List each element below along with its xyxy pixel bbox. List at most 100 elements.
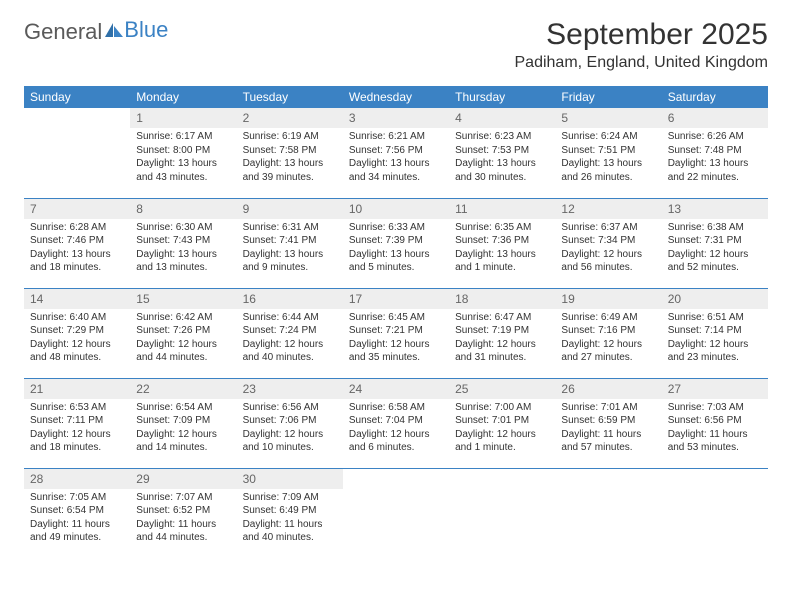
day-number: 21: [24, 379, 130, 399]
day-details: Sunrise: 7:09 AMSunset: 6:49 PMDaylight:…: [243, 491, 337, 545]
day-number: 16: [237, 289, 343, 309]
day-details: Sunrise: 6:26 AMSunset: 7:48 PMDaylight:…: [668, 130, 762, 184]
day-details: Sunrise: 6:40 AMSunset: 7:29 PMDaylight:…: [30, 311, 124, 365]
day-number: 18: [449, 289, 555, 309]
day-number: 17: [343, 289, 449, 309]
day-number: 7: [24, 199, 130, 219]
logo-text-2: Blue: [124, 17, 168, 43]
day-details: Sunrise: 6:28 AMSunset: 7:46 PMDaylight:…: [30, 221, 124, 275]
calendar-cell: 9Sunrise: 6:31 AMSunset: 7:41 PMDaylight…: [237, 198, 343, 288]
day-details: Sunrise: 7:03 AMSunset: 6:56 PMDaylight:…: [668, 401, 762, 455]
weekday-header: Monday: [130, 86, 236, 108]
calendar-cell: 20Sunrise: 6:51 AMSunset: 7:14 PMDayligh…: [662, 288, 768, 378]
calendar-cell: 24Sunrise: 6:58 AMSunset: 7:04 PMDayligh…: [343, 378, 449, 468]
day-details: Sunrise: 6:42 AMSunset: 7:26 PMDaylight:…: [136, 311, 230, 365]
day-number: 15: [130, 289, 236, 309]
calendar-cell: 10Sunrise: 6:33 AMSunset: 7:39 PMDayligh…: [343, 198, 449, 288]
day-number: 1: [130, 108, 236, 128]
day-details: Sunrise: 6:31 AMSunset: 7:41 PMDaylight:…: [243, 221, 337, 275]
day-details: Sunrise: 7:07 AMSunset: 6:52 PMDaylight:…: [136, 491, 230, 545]
logo-text-1: General: [24, 19, 102, 45]
day-details: Sunrise: 6:33 AMSunset: 7:39 PMDaylight:…: [349, 221, 443, 275]
day-number: 20: [662, 289, 768, 309]
calendar-cell: 3Sunrise: 6:21 AMSunset: 7:56 PMDaylight…: [343, 108, 449, 198]
calendar-cell: 4Sunrise: 6:23 AMSunset: 7:53 PMDaylight…: [449, 108, 555, 198]
weekday-header: Saturday: [662, 86, 768, 108]
calendar-cell: 27Sunrise: 7:03 AMSunset: 6:56 PMDayligh…: [662, 378, 768, 468]
calendar-row: 28Sunrise: 7:05 AMSunset: 6:54 PMDayligh…: [24, 468, 768, 558]
calendar-cell: [555, 468, 661, 558]
day-number: 4: [449, 108, 555, 128]
title-block: September 2025 Padiham, England, United …: [515, 18, 769, 72]
calendar-cell: 18Sunrise: 6:47 AMSunset: 7:19 PMDayligh…: [449, 288, 555, 378]
day-details: Sunrise: 6:47 AMSunset: 7:19 PMDaylight:…: [455, 311, 549, 365]
day-number: 22: [130, 379, 236, 399]
weekday-header-row: SundayMondayTuesdayWednesdayThursdayFrid…: [24, 86, 768, 108]
day-number: 6: [662, 108, 768, 128]
day-number: 25: [449, 379, 555, 399]
day-number: 3: [343, 108, 449, 128]
calendar-cell: 22Sunrise: 6:54 AMSunset: 7:09 PMDayligh…: [130, 378, 236, 468]
day-number: 23: [237, 379, 343, 399]
month-title: September 2025: [515, 18, 769, 52]
calendar-row: 7Sunrise: 6:28 AMSunset: 7:46 PMDaylight…: [24, 198, 768, 288]
day-details: Sunrise: 6:24 AMSunset: 7:51 PMDaylight:…: [561, 130, 655, 184]
calendar-table: SundayMondayTuesdayWednesdayThursdayFrid…: [24, 86, 768, 558]
calendar-cell: 29Sunrise: 7:07 AMSunset: 6:52 PMDayligh…: [130, 468, 236, 558]
day-details: Sunrise: 7:05 AMSunset: 6:54 PMDaylight:…: [30, 491, 124, 545]
day-details: Sunrise: 6:21 AMSunset: 7:56 PMDaylight:…: [349, 130, 443, 184]
day-details: Sunrise: 6:44 AMSunset: 7:24 PMDaylight:…: [243, 311, 337, 365]
day-number: 5: [555, 108, 661, 128]
calendar-cell: 11Sunrise: 6:35 AMSunset: 7:36 PMDayligh…: [449, 198, 555, 288]
weekday-header: Thursday: [449, 86, 555, 108]
weekday-header: Sunday: [24, 86, 130, 108]
day-details: Sunrise: 6:37 AMSunset: 7:34 PMDaylight:…: [561, 221, 655, 275]
day-number: 19: [555, 289, 661, 309]
calendar-body: 1Sunrise: 6:17 AMSunset: 8:00 PMDaylight…: [24, 108, 768, 558]
day-number: 8: [130, 199, 236, 219]
day-details: Sunrise: 6:17 AMSunset: 8:00 PMDaylight:…: [136, 130, 230, 184]
day-number: 13: [662, 199, 768, 219]
calendar-cell: 16Sunrise: 6:44 AMSunset: 7:24 PMDayligh…: [237, 288, 343, 378]
weekday-header: Friday: [555, 86, 661, 108]
calendar-cell: [343, 468, 449, 558]
day-number: 30: [237, 469, 343, 489]
logo-sail-icon: [104, 18, 124, 44]
day-details: Sunrise: 6:54 AMSunset: 7:09 PMDaylight:…: [136, 401, 230, 455]
calendar-row: 1Sunrise: 6:17 AMSunset: 8:00 PMDaylight…: [24, 108, 768, 198]
calendar-cell: 13Sunrise: 6:38 AMSunset: 7:31 PMDayligh…: [662, 198, 768, 288]
day-number: 26: [555, 379, 661, 399]
day-details: Sunrise: 6:38 AMSunset: 7:31 PMDaylight:…: [668, 221, 762, 275]
day-details: Sunrise: 7:01 AMSunset: 6:59 PMDaylight:…: [561, 401, 655, 455]
day-details: Sunrise: 6:58 AMSunset: 7:04 PMDaylight:…: [349, 401, 443, 455]
calendar-cell: 26Sunrise: 7:01 AMSunset: 6:59 PMDayligh…: [555, 378, 661, 468]
day-number: 14: [24, 289, 130, 309]
calendar-cell: [449, 468, 555, 558]
calendar-cell: 17Sunrise: 6:45 AMSunset: 7:21 PMDayligh…: [343, 288, 449, 378]
day-details: Sunrise: 6:45 AMSunset: 7:21 PMDaylight:…: [349, 311, 443, 365]
calendar-row: 21Sunrise: 6:53 AMSunset: 7:11 PMDayligh…: [24, 378, 768, 468]
day-number: 10: [343, 199, 449, 219]
weekday-header: Wednesday: [343, 86, 449, 108]
day-details: Sunrise: 6:49 AMSunset: 7:16 PMDaylight:…: [561, 311, 655, 365]
calendar-cell: 6Sunrise: 6:26 AMSunset: 7:48 PMDaylight…: [662, 108, 768, 198]
calendar-cell: 23Sunrise: 6:56 AMSunset: 7:06 PMDayligh…: [237, 378, 343, 468]
calendar-cell: 25Sunrise: 7:00 AMSunset: 7:01 PMDayligh…: [449, 378, 555, 468]
day-details: Sunrise: 6:51 AMSunset: 7:14 PMDaylight:…: [668, 311, 762, 365]
calendar-cell: [24, 108, 130, 198]
page-header: General Blue September 2025 Padiham, Eng…: [24, 18, 768, 72]
day-number: 28: [24, 469, 130, 489]
calendar-row: 14Sunrise: 6:40 AMSunset: 7:29 PMDayligh…: [24, 288, 768, 378]
day-details: Sunrise: 6:53 AMSunset: 7:11 PMDaylight:…: [30, 401, 124, 455]
calendar-cell: 19Sunrise: 6:49 AMSunset: 7:16 PMDayligh…: [555, 288, 661, 378]
calendar-cell: 7Sunrise: 6:28 AMSunset: 7:46 PMDaylight…: [24, 198, 130, 288]
day-details: Sunrise: 7:00 AMSunset: 7:01 PMDaylight:…: [455, 401, 549, 455]
day-details: Sunrise: 6:56 AMSunset: 7:06 PMDaylight:…: [243, 401, 337, 455]
calendar-cell: 14Sunrise: 6:40 AMSunset: 7:29 PMDayligh…: [24, 288, 130, 378]
calendar-cell: 15Sunrise: 6:42 AMSunset: 7:26 PMDayligh…: [130, 288, 236, 378]
calendar-cell: 2Sunrise: 6:19 AMSunset: 7:58 PMDaylight…: [237, 108, 343, 198]
day-details: Sunrise: 6:19 AMSunset: 7:58 PMDaylight:…: [243, 130, 337, 184]
calendar-cell: 28Sunrise: 7:05 AMSunset: 6:54 PMDayligh…: [24, 468, 130, 558]
day-number: 29: [130, 469, 236, 489]
calendar-cell: 30Sunrise: 7:09 AMSunset: 6:49 PMDayligh…: [237, 468, 343, 558]
